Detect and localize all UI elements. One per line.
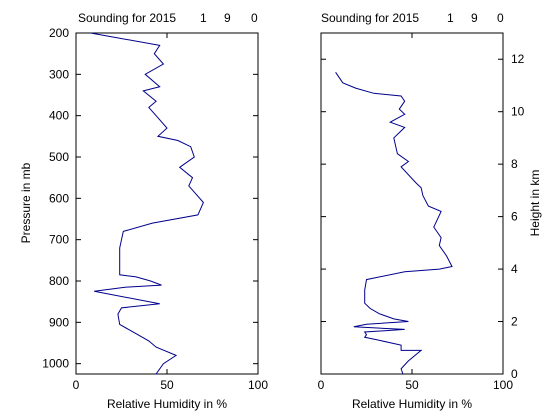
right-title-field-2: 9 [471, 11, 478, 25]
left-y-tick-label-3: 500 [49, 150, 69, 164]
right-y-tick-label-5: 10 [511, 105, 525, 119]
left-title-field-1: 1 [200, 11, 207, 25]
left-x-axis-label: Relative Humidity in % [107, 397, 227, 411]
left-title-field-2: 9 [224, 11, 231, 25]
left-y-tick-label-0: 200 [49, 26, 69, 40]
left-title-field-3: 0 [251, 11, 258, 25]
right-x-tick-label-2: 100 [493, 378, 513, 392]
right-y-axis-label: Height in km [528, 170, 542, 237]
left-y-tick-label-5: 700 [49, 233, 69, 247]
left-y-tick-label-6: 800 [49, 274, 69, 288]
left-y-axis-label: Pressure in mb [19, 162, 33, 243]
right-title-field-1: 1 [447, 11, 454, 25]
left-curve-group [90, 32, 204, 375]
right-y-tick-label-4: 8 [511, 157, 518, 171]
right-y-tick-label-1: 2 [511, 315, 518, 329]
left-x-tick-label-0: 0 [73, 378, 80, 392]
left-plot-frame [75, 32, 259, 375]
left-y-tick-label-1: 300 [49, 67, 69, 81]
left-x-tick-label-1: 50 [160, 378, 174, 392]
right-plot-frame [320, 32, 504, 375]
right-curve-group [335, 72, 453, 375]
right-y-tick-label-6: 12 [511, 52, 525, 66]
left-y-tick-label-7: 900 [49, 315, 69, 329]
right-humidity-line-0 [335, 72, 453, 375]
right-title-field-3: 0 [497, 11, 504, 25]
left-x-tick-label-2: 100 [248, 378, 268, 392]
right-x-tick-label-1: 50 [405, 378, 419, 392]
left-ticks: 0 50 100 200 300 400 500 600 700 800 900 1000 [42, 26, 268, 392]
left-panel: 0 50 100 200 300 400 500 600 700 800 900 1000 Sound… [19, 11, 268, 411]
left-y-tick-label-4: 600 [49, 191, 69, 205]
right-y-tick-label-2: 4 [511, 262, 518, 276]
right-x-tick-label-0: 0 [318, 378, 325, 392]
left-y-tick-label-8: 1000 [42, 357, 69, 371]
right-title: Sounding for 2015 [321, 11, 419, 25]
right-x-axis-label: Relative Humidity in % [352, 397, 472, 411]
right-y-tick-label-3: 6 [511, 210, 518, 224]
left-title: Sounding for 2015 [78, 11, 176, 25]
left-y-tick-label-2: 400 [49, 109, 69, 123]
right-y-tick-label-0: 0 [511, 367, 518, 381]
left-humidity-line-0 [90, 32, 204, 375]
